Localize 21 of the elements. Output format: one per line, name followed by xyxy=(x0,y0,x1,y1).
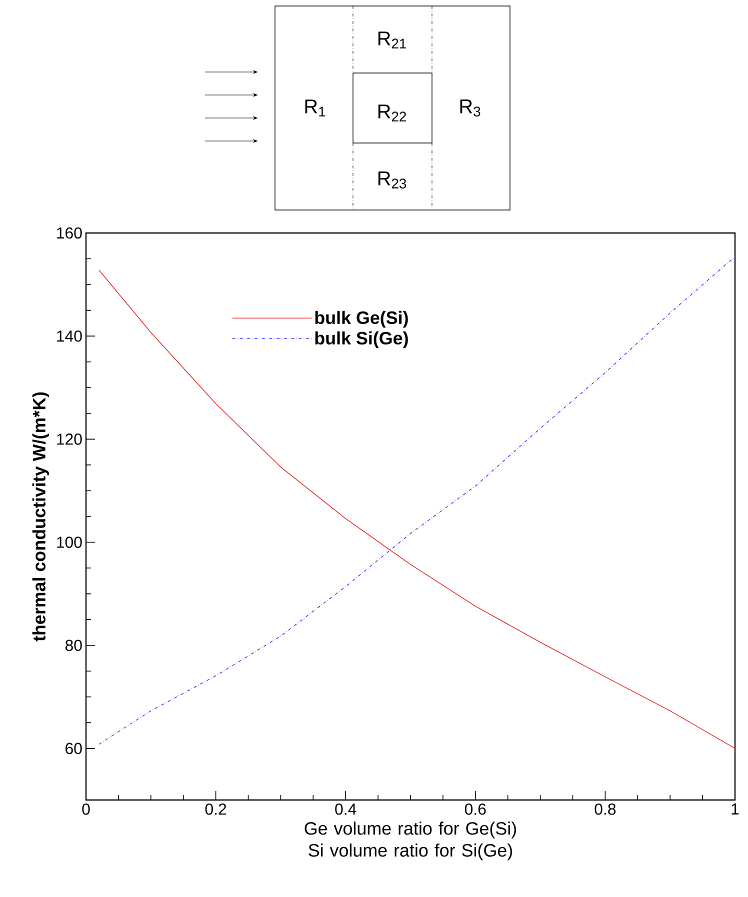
legend-label: bulk Ge(Si) xyxy=(315,310,408,328)
text: R$_{21}$ xyxy=(378,32,406,48)
x-axis-title: Ge volume ratio for Ge(Si) Si volume ratio for Si(Ge) xyxy=(304,822,516,860)
x-tick-label: 0.8 xyxy=(594,804,616,815)
text: R$_{1}$ xyxy=(305,100,326,116)
text: R$_{22}$ xyxy=(378,104,406,122)
x-tick-label: 0.6 xyxy=(464,804,486,815)
x-tick-label: 1 xyxy=(732,804,739,814)
legend-label: bulk Si(Ge) xyxy=(315,331,408,348)
x-tick-label: 0 xyxy=(82,804,90,815)
text: R$_{3}$ xyxy=(460,100,480,116)
text: R$_{23}$ xyxy=(378,172,406,188)
y-axis-title: thermal conductivity W/(m*K) xyxy=(32,392,50,642)
y-tick-label: 120 xyxy=(57,434,82,445)
y-tick-label: 160 xyxy=(57,227,82,239)
x-tick-label: 0.2 xyxy=(205,804,226,815)
y-tick-label: 80 xyxy=(65,640,82,651)
y-tick-label: 100 xyxy=(57,536,82,548)
x-tick-label: 0.4 xyxy=(335,804,356,815)
y-tick-label: 140 xyxy=(57,330,82,342)
y-tick-label: 60 xyxy=(66,742,82,754)
